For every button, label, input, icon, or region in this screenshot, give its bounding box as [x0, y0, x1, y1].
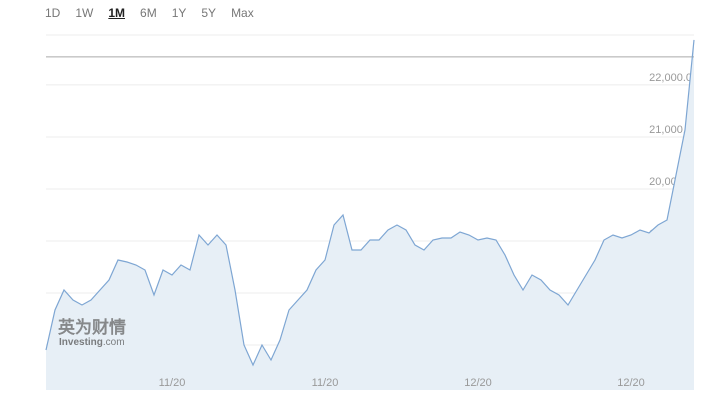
watermark-title: 英为财情 — [58, 317, 126, 337]
y-tick-label: 21,000.0 — [649, 124, 692, 136]
x-tick-label: 12/20 — [464, 377, 492, 389]
watermark-domain: .com — [103, 337, 125, 348]
area — [46, 39, 694, 391]
watermark-brand-name: Investing — [59, 337, 103, 348]
x-tick-label: 12/20 — [617, 377, 645, 389]
range-button[interactable]: Max — [231, 6, 254, 20]
range-button[interactable]: 5Y — [201, 6, 217, 20]
x-tick-label: 11/20 — [312, 377, 339, 389]
y-tick-label: 22,000.0 — [649, 72, 692, 84]
range-button[interactable]: 1D — [45, 6, 61, 20]
range-button[interactable]: 6M — [140, 6, 157, 20]
range-button[interactable]: 1W — [75, 6, 94, 20]
range-buttons: 1D 1W 1M 6M 1Y 5Y Max — [45, 6, 269, 20]
price-line — [45, 39, 695, 367]
range-button[interactable]: 1Y — [171, 6, 187, 20]
x-tick-label: 11/20 — [159, 377, 186, 389]
watermark-brand: Investing.com — [59, 337, 125, 348]
range-button[interactable]: 1M — [108, 6, 126, 20]
